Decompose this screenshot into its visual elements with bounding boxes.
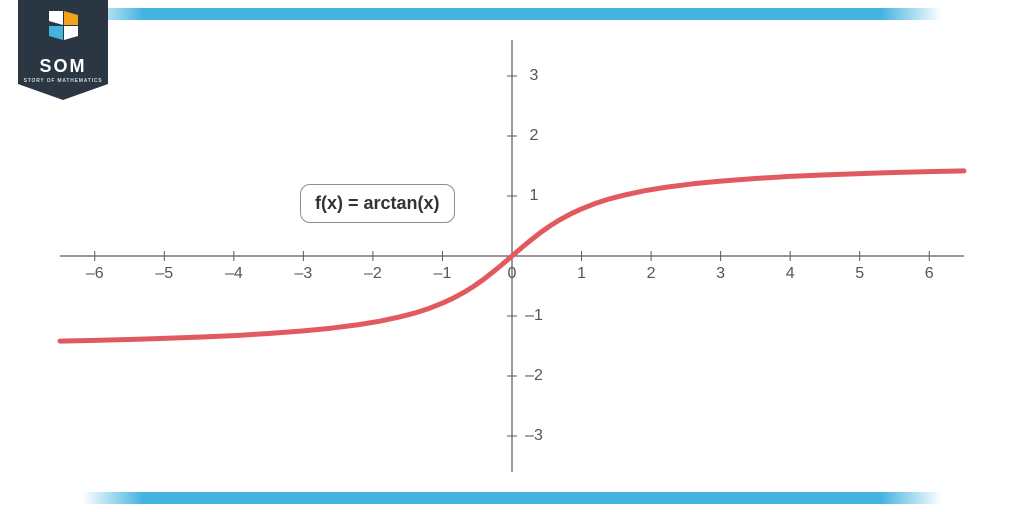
x-tick-label: –2: [364, 265, 382, 283]
y-tick-label: –3: [525, 427, 543, 445]
x-tick-label: 3: [716, 265, 725, 283]
arctan-chart: [0, 0, 1024, 512]
x-tick-label: –3: [294, 265, 312, 283]
x-tick-label: –5: [155, 265, 173, 283]
y-tick-label: 2: [530, 127, 539, 145]
x-tick-label: 6: [925, 265, 934, 283]
y-tick-label: 1: [530, 187, 539, 205]
function-label-box: f(x) = arctan(x): [300, 184, 455, 223]
x-tick-label: –4: [225, 265, 243, 283]
x-tick-label: –1: [434, 265, 452, 283]
x-tick-label: 2: [647, 265, 656, 283]
x-tick-label: –6: [86, 265, 104, 283]
x-tick-label: 1: [577, 265, 586, 283]
x-tick-label: 5: [855, 265, 864, 283]
function-label-text: f(x) = arctan(x): [315, 193, 440, 213]
y-tick-label: 3: [530, 67, 539, 85]
canvas: SOM STORY OF MATHEMATICS –6–5–4–3–2–1012…: [0, 0, 1024, 512]
x-tick-label: 0: [508, 265, 517, 283]
y-tick-label: –2: [525, 367, 543, 385]
x-tick-label: 4: [786, 265, 795, 283]
y-tick-label: –1: [525, 307, 543, 325]
